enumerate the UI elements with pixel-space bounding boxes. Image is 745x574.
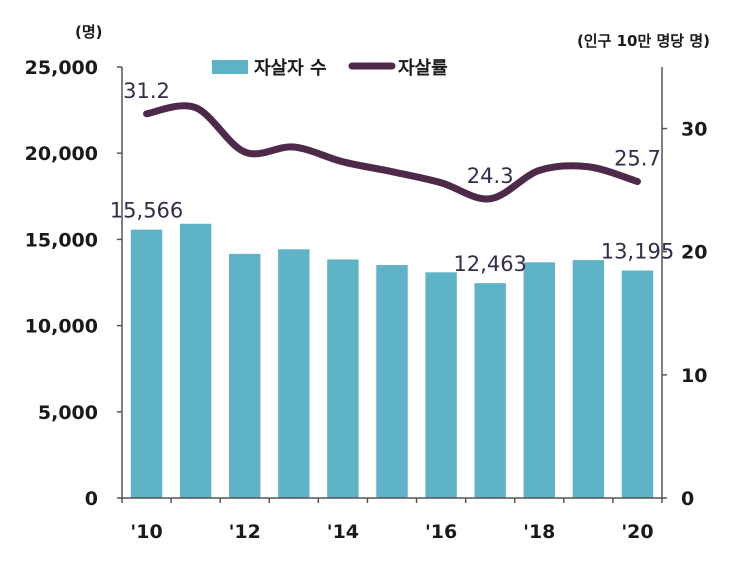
- bar-3: [278, 249, 310, 498]
- bar-2: [229, 253, 261, 498]
- legend-label-line: 자살률: [398, 58, 448, 79]
- legend-label-bars: 자살자 수: [254, 58, 327, 79]
- data-label: 31.2: [123, 79, 170, 103]
- left-tick-label: 20,000: [25, 143, 98, 165]
- bar-9: [572, 260, 605, 498]
- data-label: 13,195: [601, 240, 674, 264]
- left-tick-label: 15,000: [25, 229, 98, 251]
- left-tick-label: 25,000: [25, 57, 98, 79]
- bar-8: [523, 262, 555, 498]
- x-tick-label: '20: [621, 521, 653, 543]
- bar-5: [376, 265, 408, 498]
- line-series: [143, 102, 641, 203]
- right-tick-label: 30: [681, 119, 707, 141]
- x-tick-label: '18: [523, 521, 555, 543]
- right-tick-label: 10: [681, 365, 707, 387]
- bar-10: [621, 270, 654, 498]
- x-tick-label: '14: [327, 521, 359, 543]
- left-tick-label: 10,000: [25, 316, 98, 338]
- data-label: 12,463: [453, 252, 526, 276]
- data-label: 15,566: [110, 199, 183, 223]
- left-axis-unit: (명): [75, 23, 103, 41]
- data-labels: 15,566 12,463 13,195 31.2 24.3 25.7: [110, 79, 674, 276]
- left-tick-label: 0: [85, 488, 98, 510]
- bar-1: [179, 223, 212, 498]
- bar-4: [327, 259, 359, 498]
- legend-swatch-bars: [212, 60, 248, 74]
- data-label: 25.7: [614, 147, 661, 171]
- axes: 0 5,000 10,000 15,000 20,000 25,000 0 10 20 30 '10…: [25, 57, 708, 543]
- right-tick-label: 20: [681, 242, 707, 264]
- right-axis-unit: (인구 10만 명당 명): [577, 32, 710, 50]
- rate-line: [143, 102, 641, 203]
- bar-series: [130, 223, 654, 499]
- left-tick-label: 5,000: [38, 402, 98, 424]
- data-label: 24.3: [467, 164, 514, 188]
- bar-6: [425, 272, 457, 498]
- x-tick-label: '12: [229, 521, 261, 543]
- bar-0: [130, 229, 163, 499]
- x-tick-label: '16: [425, 521, 457, 543]
- legend: 자살자 수 자살률: [212, 58, 448, 79]
- x-tick-label: '10: [130, 521, 162, 543]
- bar-7: [474, 283, 506, 498]
- right-tick-label: 0: [681, 488, 694, 510]
